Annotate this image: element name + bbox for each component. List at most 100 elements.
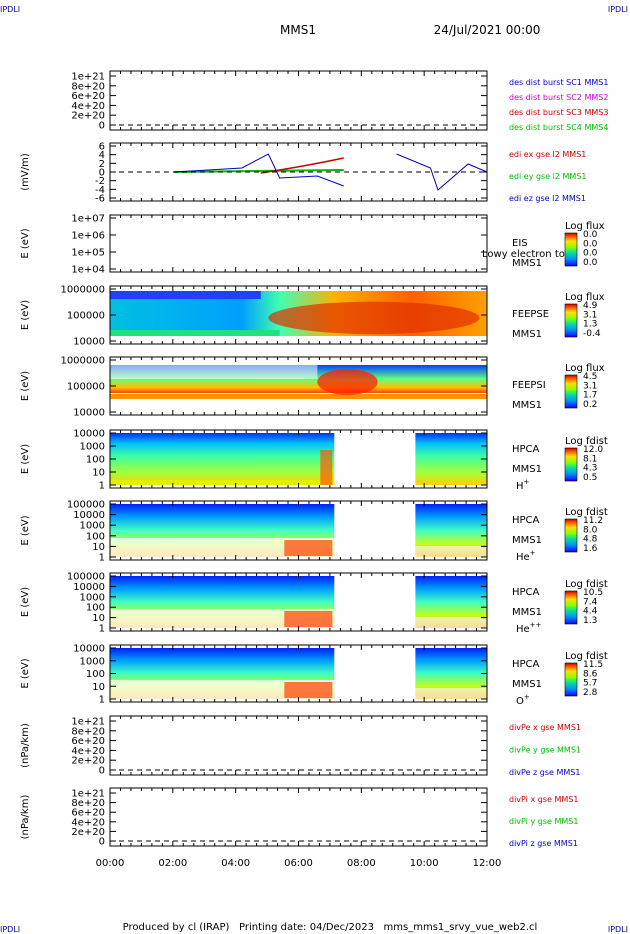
x-tick-label: 10:00 [410,858,439,869]
colorbar-tick-label: 12.0 [583,445,603,455]
legend-entry: divPe y gse MMS1 [509,746,581,755]
edi-ez-trace [174,153,488,191]
colorbar-tick-label: 10.5 [583,588,603,598]
colorbar-tick-label: -0.4 [583,329,601,339]
corner-mark-br: IPDLI [608,925,628,934]
y-tick-label: 2e+20 [71,756,105,767]
colorbar-title: Log flux [565,221,605,232]
instrument-label: HPCA [512,444,540,455]
y-tick-label: 1e+21 [71,72,105,83]
y-tick-label: 100 [86,455,105,466]
y-tick-label: 100 [86,531,105,542]
feepse-band-low [110,330,280,336]
y-tick-label: 1 [99,481,105,492]
corner-mark-tl: IPDLI [0,5,20,14]
colorbar-title: Log flux [565,292,605,303]
panel-frame [109,70,488,131]
colorbar-tick-label: 0.0 [583,258,598,268]
panel-frame [109,715,488,776]
y-axis-label: (nPa/km) [20,795,31,840]
legend-entry: divPe x gse MMS1 [509,723,581,732]
x-tick-label: 04:00 [221,858,250,869]
y-tick-label: 10000 [73,510,105,521]
colorbar [564,232,578,267]
spacecraft-label: MMS1 [512,464,542,475]
y-tick-label: 2e+20 [71,827,105,838]
hpca-hot-low [284,540,333,556]
edi-ex-trace [260,157,344,174]
hpca-sparse-low-right [415,546,487,557]
y-tick-label: 1e+07 [71,214,105,225]
legend-entry: des dist burst SC3 MMS3 [509,108,608,117]
y-tick-label: 1e+21 [71,717,105,728]
legend-entry: divPi y gse MMS1 [509,817,578,826]
hpca-sparse-low-left [110,609,335,628]
legend-entry: des dist burst SC4 MMS4 [509,123,608,132]
y-tick-label: 6 [99,142,105,153]
y-tick-label: 10000 [73,408,105,419]
date-title: 24/Jul/2021 00:00 [434,23,541,37]
x-tick-label: 06:00 [284,858,313,869]
y-tick-label: 100000 [67,500,105,511]
species-label: O+ [516,693,530,707]
y-axis-label: E (eV) [20,371,31,401]
colorbar-tick-label: 8.6 [583,669,598,679]
hpca-hot-edge [320,450,333,485]
feepsi-sparse-top [110,365,318,379]
y-tick-label: 10000 [73,644,105,655]
spacecraft-label: MMS1 [512,607,542,618]
y-tick-label: 100000 [67,311,105,322]
y-tick-label: 0 [99,837,105,848]
species-label: He++ [516,621,542,635]
colorbar [564,303,578,338]
colorbar-tick-label: 0.0 [583,249,598,259]
colorbar-tick-label: 11.2 [583,516,603,526]
y-tick-label: 10 [92,468,105,479]
y-tick-label: 4e+20 [71,817,105,828]
y-tick-label: 1e+06 [71,231,105,242]
y-tick-label: 1000 [80,521,105,532]
colorbar-tick-label: 1.3 [583,320,597,330]
legend-entry: divPi x gse MMS1 [509,795,578,804]
y-tick-label: 2e+20 [71,111,105,122]
panel-4: 1000000 100000 10000 E (eV) FEEPSE MMS1 Log fl… [20,285,605,348]
feepsi-hot-region [317,369,378,395]
colorbar-tick-label: 5.7 [583,679,597,689]
hpca-sparse-low-left [110,538,335,557]
instrument-label: EIS [512,238,528,249]
corner-mark-bl: IPDLI [0,925,20,934]
y-tick-label: -4 [95,185,105,196]
y-tick-label: 6e+20 [71,91,105,102]
y-tick-label: 1000 [80,656,105,667]
colorbar-tick-label: 4.4 [583,607,598,617]
y-tick-label: 8e+20 [71,798,105,809]
hpca-sparse-low-left [110,680,335,699]
y-axis-label: E (eV) [20,515,31,545]
instrument-label: HPCA [512,587,540,598]
colorbar-tick-label: 0.5 [583,473,597,483]
overlay-label: Lowy electron tof [482,249,569,260]
instrument-label: FEEPSI [512,380,546,391]
y-axis-label: E (eV) [20,300,31,330]
y-axis-label: E (eV) [20,658,31,688]
colorbar-tick-label: 1.6 [583,544,598,554]
legend-entry: edi ez gse l2 MMS1 [509,194,586,203]
y-tick-label: 10000 [73,582,105,593]
hpca-hot-low [284,611,333,627]
y-tick-label: 100 [86,669,105,680]
y-tick-label: 100 [86,603,105,614]
hpca-band-low [110,480,335,485]
feepsi-band [110,394,487,399]
y-tick-label: 1e+05 [71,248,105,259]
spacecraft-label: MMS1 [512,329,542,340]
x-tick-label: 08:00 [347,858,376,869]
colorbar-tick-label: 7.4 [583,597,598,607]
x-tick-label: 02:00 [158,858,187,869]
colorbar-title: Log fdist [565,436,608,447]
y-tick-label: 10000 [73,337,105,348]
